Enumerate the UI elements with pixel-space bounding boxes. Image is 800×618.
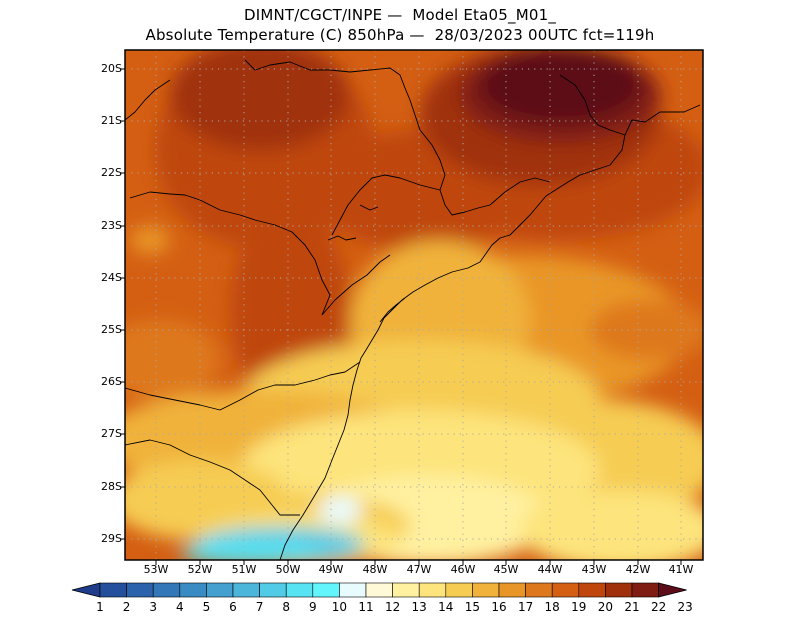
lon-label: 52W: [187, 563, 213, 576]
colorbar-label: 14: [438, 600, 454, 614]
colorbar-segment: [498, 582, 526, 598]
lon-label: 43W: [581, 563, 607, 576]
chart-title-line-2: Absolute Temperature (C) 850hPa — 28/03/…: [145, 26, 655, 44]
colorbar-label: 11: [358, 600, 374, 614]
colorbar-label: 22: [650, 600, 667, 614]
lat-label: 20S: [101, 62, 122, 75]
lon-label: 49W: [318, 563, 344, 576]
lon-label: 53W: [143, 563, 169, 576]
colorbar-label: 10: [331, 600, 348, 614]
colorbar-label: 15: [464, 600, 481, 614]
lon-label: 46W: [450, 563, 476, 576]
lon-label: 42W: [625, 563, 651, 576]
lat-label: 28S: [101, 480, 122, 493]
lon-label: 45W: [493, 563, 519, 576]
colorbar-segment: [99, 582, 127, 598]
lat-label: 25S: [101, 323, 122, 336]
colorbar-label: 12: [384, 600, 401, 614]
colorbar-label: 5: [202, 600, 211, 614]
colorbar-label: 20: [597, 600, 614, 614]
lat-label: 26S: [101, 375, 122, 388]
colorbar-label: 1: [96, 600, 104, 614]
lon-label: 47W: [406, 563, 432, 576]
colorbar-label: 7: [255, 600, 264, 614]
lon-label: 44W: [537, 563, 563, 576]
colorbar: [71, 582, 687, 598]
colorbar-label: 23: [677, 600, 693, 614]
colorbar-segment: [259, 582, 287, 598]
colorbar-label: 8: [282, 600, 290, 614]
colorbar-segment: [631, 582, 659, 598]
lon-label: 41W: [668, 563, 694, 576]
colorbar-label: 17: [517, 600, 534, 614]
lon-label: 51W: [231, 563, 257, 576]
colorbar-label: 16: [491, 600, 507, 614]
colorbar-label: 2: [122, 600, 131, 614]
colorbar-segment: [578, 582, 606, 598]
colorbar-segment: [126, 582, 154, 598]
colorbar-segment: [392, 582, 420, 598]
colorbar-segment: [285, 582, 314, 598]
colorbar-segment: [445, 582, 473, 598]
colorbar-segment: [179, 582, 207, 598]
lon-label: 50W: [275, 563, 301, 576]
lon-label: 48W: [362, 563, 388, 576]
coastline-and-borders: [125, 59, 701, 560]
lat-label: 27S: [101, 427, 122, 440]
colorbar-segment: [472, 582, 500, 598]
lat-label: 22S: [101, 166, 122, 179]
colorbar-segment: [605, 582, 633, 598]
colorbar-segment: [152, 582, 181, 598]
colorbar-label: 3: [149, 600, 157, 614]
colorbar-segment: [339, 582, 367, 598]
colorbar-label: 4: [175, 600, 184, 614]
colorbar-label: 13: [411, 600, 427, 614]
lat-label: 21S: [101, 114, 122, 127]
colorbar-segment: [525, 582, 553, 598]
colorbar-segment: [232, 582, 260, 598]
colorbar-segment: [418, 582, 447, 598]
colorbar-label: 9: [308, 600, 317, 614]
colorbar-label: 19: [571, 600, 587, 614]
colorbar-segment: [312, 582, 340, 598]
colorbar-segment: [206, 582, 234, 598]
colorbar-segment: [365, 582, 393, 598]
colorbar-max-arrow: [658, 582, 687, 598]
chart-title-line-1: DIMNT/CGCT/INPE — Model Eta05_M01_: [243, 6, 557, 24]
colorbar-label: 6: [229, 600, 237, 614]
lat-label: 29S: [101, 532, 122, 545]
colorbar-min-arrow: [71, 582, 101, 598]
axis-ticks: [120, 68, 682, 565]
lat-label: 23S: [101, 219, 122, 232]
colorbar-label: 18: [544, 600, 560, 614]
lat-label: 24S: [101, 271, 122, 284]
colorbar-label: 21: [624, 600, 640, 614]
temperature-field: [125, 50, 703, 560]
map-frame: [124, 49, 704, 561]
colorbar-segment: [551, 582, 580, 598]
